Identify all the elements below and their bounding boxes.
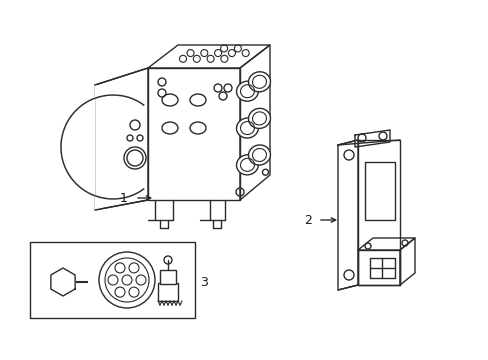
- Bar: [364, 162, 394, 220]
- Polygon shape: [148, 45, 269, 68]
- Text: 3: 3: [200, 275, 207, 288]
- Ellipse shape: [236, 81, 258, 101]
- Polygon shape: [354, 130, 389, 147]
- Ellipse shape: [236, 155, 258, 175]
- Polygon shape: [95, 68, 148, 210]
- Ellipse shape: [248, 145, 270, 165]
- Polygon shape: [240, 45, 269, 200]
- Ellipse shape: [236, 118, 258, 138]
- Polygon shape: [337, 140, 357, 290]
- Bar: [30, 242, 195, 318]
- Polygon shape: [357, 238, 414, 250]
- Polygon shape: [399, 238, 414, 285]
- Polygon shape: [148, 68, 240, 200]
- Polygon shape: [357, 140, 399, 285]
- Bar: [160, 270, 176, 284]
- Polygon shape: [357, 250, 399, 285]
- Ellipse shape: [248, 72, 270, 92]
- Polygon shape: [51, 268, 75, 296]
- Polygon shape: [61, 85, 143, 210]
- Ellipse shape: [248, 108, 270, 129]
- Text: 1: 1: [120, 192, 128, 204]
- Text: 2: 2: [304, 213, 311, 226]
- Bar: [158, 283, 178, 301]
